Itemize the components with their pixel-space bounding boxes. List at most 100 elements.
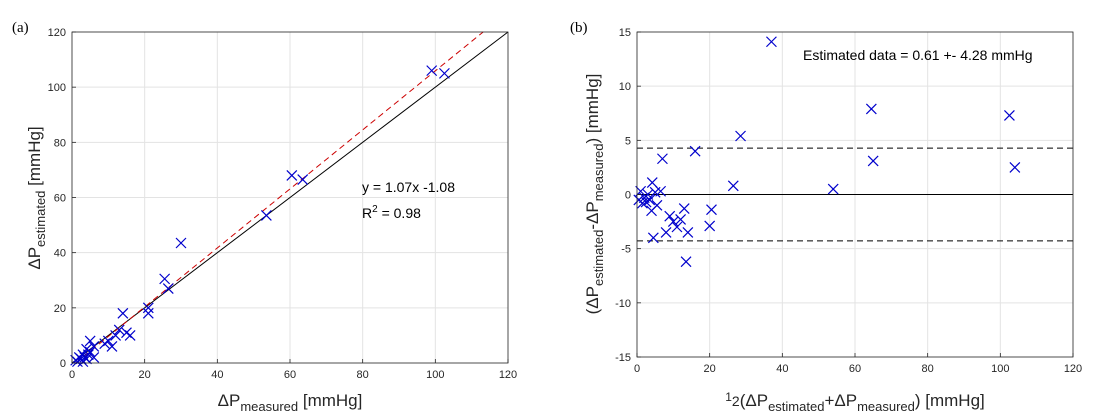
x-tick-label: 100: [426, 369, 444, 381]
data-point: [651, 199, 663, 211]
chart-a: (a) 0 20 40 60 80 100 120 0 20 40 60 80 100 120 y = …: [12, 20, 517, 414]
r2-value: = 0.98: [378, 205, 421, 221]
y-tick-label: 60: [54, 193, 66, 205]
data-point: [644, 194, 656, 206]
y-tick-label: 80: [54, 137, 66, 149]
y-label-a-sub: estimated: [33, 191, 48, 247]
data-point: [162, 283, 174, 294]
data-point: [117, 307, 129, 319]
y-tick-label: -10: [615, 298, 631, 310]
data-point: [82, 349, 94, 361]
data-point: [286, 170, 298, 181]
x-label-a-base: ΔP: [218, 391, 241, 410]
y-tick-label: 20: [54, 303, 66, 315]
data-point: [671, 221, 683, 233]
data-point: [110, 329, 122, 341]
data-point: [689, 145, 701, 157]
data-points-a: [70, 65, 450, 368]
x-label-a-sub: measured: [240, 399, 298, 414]
y-label-a-base: ΔP: [25, 247, 44, 270]
y-tick-label: 0: [60, 358, 66, 370]
y-tick-label: -5: [621, 244, 631, 256]
y-tick-label: 100: [48, 82, 66, 94]
y-label-b-close: ) [mmHg]: [583, 74, 602, 144]
y-tick-label: -15: [615, 352, 631, 364]
x-tick-label: 40: [776, 363, 788, 375]
data-point: [660, 226, 672, 238]
x-tick-label: 20: [139, 369, 151, 381]
x-label-b-sub1: estimated: [768, 399, 824, 414]
r-squared: R2 = 0.98: [362, 204, 421, 221]
data-point: [675, 213, 687, 225]
data-point: [426, 65, 438, 77]
data-point: [1009, 161, 1021, 173]
y-tick-label: 40: [54, 248, 66, 260]
fit-line: [75, 31, 484, 364]
y-axis-label-a: ΔPestimated [mmHg]: [25, 126, 48, 269]
data-point: [1003, 109, 1015, 121]
x-tick-label: 120: [499, 369, 517, 381]
data-point: [664, 210, 676, 222]
data-point: [657, 153, 668, 165]
x-tick-label: 120: [1064, 363, 1082, 375]
data-point: [735, 130, 746, 142]
x-tick-label: 20: [704, 363, 716, 375]
x-tick-label: 0: [634, 363, 640, 375]
data-point: [88, 341, 100, 352]
x-ticks-a: 0 20 40 60 80 100 120: [69, 359, 517, 381]
x-tick-label: 60: [849, 363, 861, 375]
x-tick-label: 80: [922, 363, 934, 375]
identity-line: [71, 31, 509, 364]
x-label-b-plus: +ΔP: [824, 391, 857, 410]
r2-prefix: R: [362, 205, 372, 221]
x-label-a-unit: [mmHg]: [298, 391, 362, 410]
x-axis-label-a: ΔPmeasured [mmHg]: [218, 391, 363, 414]
chart-b: (b) 0 20 40 60 80 100 120 -15 -10 -5 0 5 10 15 Estim…: [570, 20, 1082, 414]
data-point: [704, 220, 716, 232]
data-point: [680, 256, 692, 268]
data-point: [88, 352, 100, 363]
x-label-b-sub2: measured: [857, 399, 915, 414]
x-tick-label: 0: [69, 369, 75, 381]
data-point: [867, 155, 879, 167]
x-tick-label: 100: [991, 363, 1009, 375]
y-ticks-a: 0 20 40 60 80 100 120: [48, 27, 76, 370]
data-point: [175, 237, 187, 249]
data-point: [865, 103, 877, 115]
data-point: [827, 183, 839, 195]
data-point: [84, 335, 96, 347]
y-tick-label: 15: [619, 27, 631, 39]
data-point: [159, 273, 171, 285]
data-point: [102, 335, 114, 347]
x-label-b-frac-num: 1: [725, 390, 732, 404]
data-point: [142, 302, 154, 314]
data-point: [706, 204, 717, 216]
fit-equation: y = 1.07x -1.08: [362, 179, 455, 195]
y-label-a-unit: [mmHg]: [25, 126, 44, 190]
data-point: [655, 185, 667, 197]
x-label-b-close: ) [mmHg]: [915, 391, 985, 410]
data-points-b: [633, 36, 1021, 268]
data-point: [438, 67, 450, 79]
data-point: [640, 196, 652, 208]
data-point: [646, 177, 658, 189]
agreement-annotation: Estimated data = 0.61 +- 4.28 mmHg: [803, 47, 1033, 63]
data-point: [84, 346, 96, 358]
y-tick-label: 0: [625, 190, 631, 202]
reference-lines-b: [637, 147, 1073, 242]
data-point: [297, 174, 309, 185]
data-point: [124, 329, 136, 341]
data-point: [260, 210, 272, 221]
y-label-b-open: (ΔP: [583, 286, 602, 314]
data-point: [727, 180, 739, 192]
x-ticks-b: 0 20 40 60 80 100 120: [634, 353, 1082, 375]
y-ticks-b: -15 -10 -5 0 5 10 15: [615, 27, 641, 364]
reference-lines-a: [71, 31, 509, 364]
data-point: [678, 203, 690, 215]
x-tick-label: 40: [211, 369, 223, 381]
data-point: [682, 226, 694, 238]
y-axis-label-b: (ΔPestimated-ΔPmeasured) [mmHg]: [583, 74, 606, 315]
panel-label-a: (a): [12, 20, 29, 36]
data-point: [106, 341, 118, 352]
